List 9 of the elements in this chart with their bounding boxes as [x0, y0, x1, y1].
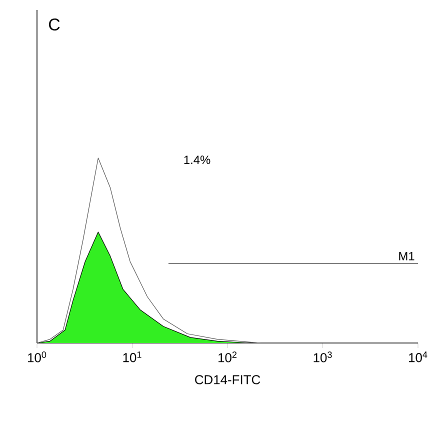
x-tick-label: 10$^{3}$	[314, 352, 332, 362]
x-tick-label: 10$^{4}$	[409, 352, 428, 362]
chart-title: C	[49, 18, 60, 31]
x-tick-label: 10$^{0}$	[28, 352, 46, 362]
annotation: 1.4%	[184, 156, 210, 164]
x-tick-label: 10$^{2}$	[218, 352, 237, 362]
x-tick-label: 10$^{1}$	[123, 352, 142, 362]
x-axis-title: CD14-FITC	[195, 375, 260, 384]
series-label: M1	[399, 252, 414, 260]
